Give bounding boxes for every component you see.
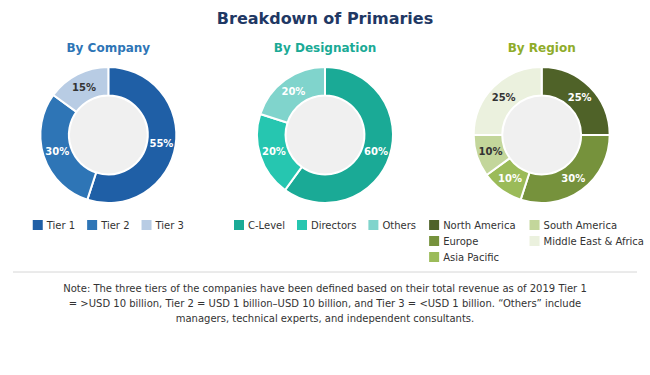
legend-label: Tier 2 xyxy=(100,220,129,231)
note: Note: The three tiers of the companies h… xyxy=(63,283,587,324)
legend-swatch xyxy=(429,236,439,246)
legend-label: South America xyxy=(544,220,618,231)
legend-item: South America xyxy=(530,220,618,231)
legend-swatch xyxy=(429,220,439,230)
legend-swatch xyxy=(234,220,244,230)
legend-label: Middle East & Africa xyxy=(544,236,644,247)
legend-label: Asia Pacific xyxy=(443,252,499,263)
data-label: 25% xyxy=(568,92,592,103)
donut-chart: By Region 25% 30% 10% 10% 25% North America Eur… xyxy=(429,41,644,263)
chart-root: Breakdown of Primaries By Company 55% 30% 15… xyxy=(0,0,650,375)
legend-item: Tier 2 xyxy=(87,220,129,231)
data-label: 30% xyxy=(561,173,585,184)
legend-swatch xyxy=(142,220,152,230)
legend-swatch xyxy=(87,220,97,230)
legend-item: Middle East & Africa xyxy=(530,236,644,247)
chart-title: By Company xyxy=(66,41,150,55)
legend-item: Directors xyxy=(297,220,356,231)
data-label: 15% xyxy=(72,82,96,93)
chart-title: By Designation xyxy=(274,41,376,55)
legend-item: Tier 1 xyxy=(33,220,75,231)
data-label: 10% xyxy=(498,173,522,184)
donut-center xyxy=(503,97,580,174)
chart-title: By Region xyxy=(508,41,576,55)
figure-title: Breakdown of Primaries xyxy=(217,9,433,28)
legend-label: Tier 1 xyxy=(46,220,75,231)
legend-swatch xyxy=(33,220,43,230)
legend-item: Europe xyxy=(429,236,478,247)
legend: C-Level Directors Others xyxy=(234,220,416,231)
data-label: 20% xyxy=(262,146,286,157)
legend-swatch xyxy=(368,220,378,230)
legend-item: Asia Pacific xyxy=(429,252,499,263)
legend-label: Directors xyxy=(311,220,356,231)
donut-center xyxy=(70,97,147,174)
data-label: 10% xyxy=(479,146,503,157)
donut-center xyxy=(287,97,364,174)
data-label: 25% xyxy=(492,92,516,103)
note-line: managers, technical experts, and indepen… xyxy=(176,313,474,324)
donut-chart: By Company 55% 30% 15% Tier 1 Tier 2 Tier 3 xyxy=(33,41,184,231)
note-line: Note: The three tiers of the companies h… xyxy=(63,283,587,294)
data-label: 55% xyxy=(149,138,173,149)
legend: North America Europe Asia Pacific South Ame… xyxy=(429,220,644,263)
legend-swatch xyxy=(530,236,540,246)
note-line: = >USD 10 billion, Tier 2 = USD 1 billio… xyxy=(69,298,581,309)
legend: Tier 1 Tier 2 Tier 3 xyxy=(33,220,184,231)
legend-item: C-Level xyxy=(234,220,285,231)
data-label: 60% xyxy=(364,146,388,157)
legend-label: Europe xyxy=(443,236,478,247)
legend-item: North America xyxy=(429,220,515,231)
legend-item: Others xyxy=(368,220,416,231)
legend-swatch xyxy=(429,252,439,262)
data-label: 30% xyxy=(45,146,69,157)
legend-label: Tier 3 xyxy=(155,220,184,231)
data-label: 20% xyxy=(281,86,305,97)
donut-chart: By Designation 60% 20% 20% C-Level Directors O… xyxy=(234,41,416,231)
legend-swatch xyxy=(297,220,307,230)
separator xyxy=(13,272,637,273)
background xyxy=(0,0,650,375)
legend-label: Others xyxy=(382,220,416,231)
legend-item: Tier 3 xyxy=(142,220,184,231)
data-labels: 25% 30% 10% 10% 25% xyxy=(479,92,592,184)
legend-swatch xyxy=(530,220,540,230)
legend-label: C-Level xyxy=(248,220,285,231)
legend-label: North America xyxy=(443,220,515,231)
